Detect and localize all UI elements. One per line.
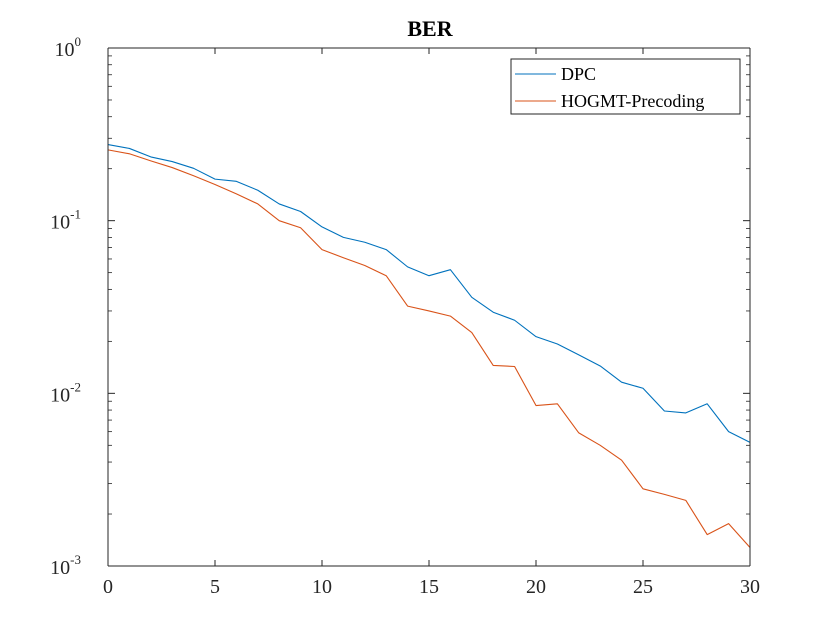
series-line-dpc xyxy=(107,143,751,443)
legend-label-hogmt-precoding: HOGMT-Precoding xyxy=(561,91,704,111)
plot-area xyxy=(108,48,750,566)
x-tick-label: 25 xyxy=(633,576,653,598)
x-tick-label: 15 xyxy=(419,576,439,598)
x-tick-label: 0 xyxy=(103,576,113,598)
plot-background xyxy=(108,48,750,566)
legend: DPC HOGMT-Precoding xyxy=(510,58,741,115)
x-tick-label: 5 xyxy=(210,576,220,598)
y-tick-label: 10-1 xyxy=(50,207,81,234)
y-tick-label: 10-2 xyxy=(50,379,81,406)
legend-label-dpc: DPC xyxy=(561,64,596,84)
x-tick-label: 20 xyxy=(526,576,546,598)
axes-layer: 0 5 10 15 20 25 30 100 10-1 10-2 10-3 xyxy=(50,34,760,598)
x-tick-label: 30 xyxy=(740,576,760,598)
x-tick-label: 10 xyxy=(312,576,332,598)
y-tick-label: 10-3 xyxy=(50,552,81,579)
chart-title: BER xyxy=(407,16,453,41)
y-tick-label: 100 xyxy=(55,34,82,61)
series-layer xyxy=(107,143,751,548)
series-line-hogmt-precoding xyxy=(107,149,751,548)
legend-box xyxy=(510,58,741,115)
